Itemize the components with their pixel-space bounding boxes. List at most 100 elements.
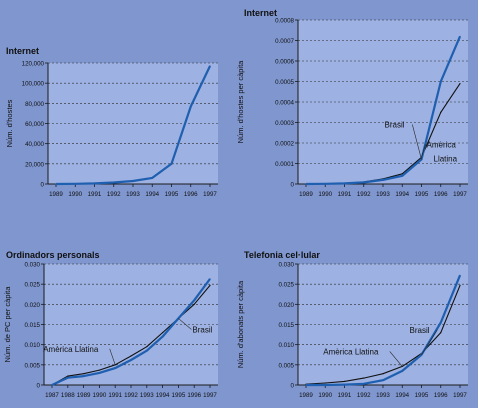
y-tick-label: 0.0004 (275, 100, 294, 107)
x-tick-label: 1991 (338, 191, 352, 198)
x-tick-label: 1997 (203, 191, 217, 198)
data-point-america-llatina (459, 82, 461, 85)
annotation-label: Llatina (434, 154, 458, 163)
chart-panel-2: Internet 0 0.0001 0.0002 0.0003 0.0004 0.0005 0… (236, 8, 468, 198)
x-tick-label: 1994 (156, 392, 170, 399)
y-tick-label: 0 (291, 182, 295, 189)
data-point-america-llatina (83, 373, 85, 375)
chart-panel-3: Ordinadors personals 0 0.005 0.010 0.015 0.02… (3, 250, 218, 399)
x-tick-label: 1997 (453, 392, 467, 399)
y-tick-label: 0 (291, 383, 295, 390)
y-tick-label: 0.030 (279, 262, 295, 269)
data-point-brasil (305, 183, 307, 185)
x-tick-label: 1989 (299, 191, 313, 198)
x-tick-label: 1992 (357, 191, 371, 198)
data-point-america-llatina (401, 173, 403, 175)
x-tick-label: 1994 (395, 392, 409, 399)
data-point-brasil (170, 163, 173, 165)
y-tick-label: 0.0007 (275, 38, 294, 45)
y-tick-label: 0 (37, 383, 41, 390)
data-point-brasil (343, 182, 346, 184)
x-tick-label: 1994 (145, 191, 159, 198)
annotation-leader (412, 124, 422, 160)
data-point-brasil (459, 35, 461, 38)
x-tick-label: 1993 (376, 191, 390, 198)
data-point-america-llatina (440, 111, 442, 113)
y-tick-label: 0.010 (25, 342, 41, 349)
data-point-brasil (146, 350, 148, 352)
chart-panel-1: Internet 0 20,000 40,000 60,000 80,000 100,000… (5, 46, 218, 198)
data-point-brasil (401, 370, 403, 372)
y-tick-label: 0.0008 (275, 18, 294, 25)
data-point-america-llatina (382, 373, 384, 375)
x-tick-label: 1991 (88, 191, 102, 198)
y-tick-label: 0.0005 (275, 79, 294, 86)
y-tick-label: 40,000 (25, 141, 44, 148)
x-tick-label: 1996 (187, 392, 201, 399)
data-point-brasil (151, 177, 153, 179)
x-tick-label: 1990 (318, 392, 332, 399)
y-tick-label: 0.0003 (275, 120, 294, 127)
x-tick-label: 1994 (395, 191, 409, 198)
x-tick-label: 1996 (434, 392, 448, 399)
data-point-brasil (440, 321, 442, 324)
data-point-brasil (190, 105, 192, 107)
x-tick-label: 1992 (357, 392, 371, 399)
data-point-brasil (51, 384, 53, 386)
x-tick-label: 1995 (172, 392, 186, 399)
x-tick-label: 1990 (93, 392, 107, 399)
y-tick-label: 120,000 (22, 61, 45, 68)
y-axis-label: Núm. d'abonats per càpita (236, 280, 245, 368)
data-point-brasil (162, 336, 164, 338)
annotation-leader (421, 329, 438, 355)
annotation-label: Amèrica Llatina (323, 347, 379, 356)
y-tick-label: 0.025 (279, 282, 295, 289)
annotation-label: Brasil (192, 325, 212, 334)
y-tick-label: 0.015 (25, 322, 41, 329)
data-point-brasil (132, 180, 134, 182)
data-point-brasil (459, 274, 461, 276)
annotation-leader (421, 144, 426, 158)
x-tick-label: 1988 (61, 392, 75, 399)
x-tick-label: 1990 (318, 191, 332, 198)
chart-title: Internet (244, 8, 277, 18)
annotation-label: Brasil (385, 120, 405, 129)
data-point-america-llatina (459, 284, 461, 286)
annotation-label: Amèrica Llatina (43, 345, 99, 354)
x-tick-label: 1996 (434, 191, 448, 198)
data-point-brasil (382, 179, 384, 181)
x-tick-label: 1993 (140, 392, 154, 399)
annotation-label: Amèrica (427, 140, 457, 149)
y-tick-label: 0.0001 (275, 161, 294, 168)
y-tick-label: 0.030 (25, 262, 41, 269)
data-point-america-llatina (146, 346, 148, 348)
data-point-brasil (74, 183, 76, 185)
data-point-america-llatina (209, 284, 211, 286)
x-tick-label: 1987 (45, 392, 59, 399)
chart-title: Ordinadors personals (6, 250, 100, 260)
data-point-brasil (382, 379, 384, 381)
data-point-brasil (209, 278, 211, 280)
x-tick-label: 1995 (415, 392, 429, 399)
x-tick-label: 1991 (338, 392, 352, 399)
data-point-brasil (440, 80, 442, 83)
y-tick-label: 0.020 (279, 302, 295, 309)
y-tick-label: 80,000 (25, 101, 44, 108)
data-point-brasil (114, 367, 116, 369)
data-point-america-llatina (324, 382, 326, 384)
data-point-america-llatina (98, 369, 100, 371)
data-point-brasil (324, 183, 326, 185)
y-tick-label: 100,000 (22, 81, 45, 88)
data-point-brasil (55, 183, 57, 185)
data-point-brasil (324, 384, 326, 386)
chart-title: Telefonia cel·lular (244, 250, 320, 260)
data-point-brasil (401, 175, 403, 177)
y-tick-label: 0.0006 (275, 59, 294, 66)
data-point-brasil (209, 65, 211, 67)
annotation-label: Brasil (410, 326, 430, 335)
y-tick-label: 0.020 (25, 302, 41, 309)
chart-title: Internet (6, 46, 39, 56)
data-point-brasil (67, 377, 69, 379)
